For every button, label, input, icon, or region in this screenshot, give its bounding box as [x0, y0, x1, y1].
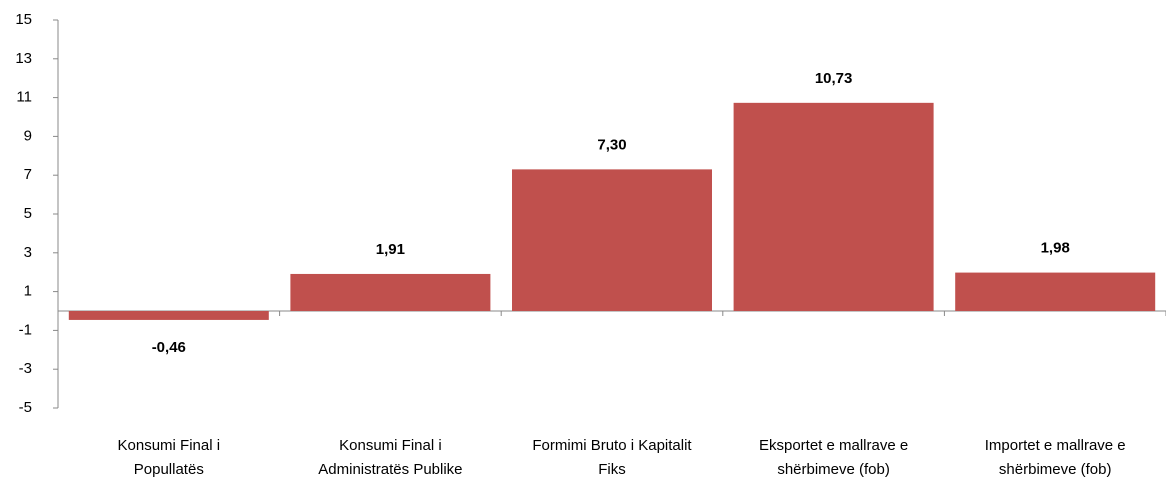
y-tick-label: -3: [19, 360, 32, 377]
y-tick-label: -1: [19, 321, 32, 338]
y-tick-label: 7: [24, 166, 32, 183]
y-tick-label: 5: [24, 205, 32, 222]
bar: [68, 311, 269, 320]
value-label: 1,91: [376, 241, 405, 258]
x-tick-label: Importet e mallrave e shërbimeve (fob): [985, 437, 1126, 478]
y-tick-label: 15: [15, 11, 32, 28]
bar: [733, 102, 934, 311]
x-tick-label: Konsumi Final i Popullatës: [118, 437, 221, 478]
bar: [290, 273, 491, 311]
bar: [512, 169, 712, 311]
value-label: 7,30: [597, 136, 626, 153]
x-tick-label: Eksportet e mallrave e shërbimeve (fob): [759, 437, 908, 478]
value-label: -0,46: [152, 339, 186, 356]
bar: [955, 272, 1156, 311]
x-tick-label: Formimi Bruto i Kapitalit Fiks: [532, 437, 692, 478]
y-tick-label: 11: [16, 89, 32, 106]
y-tick-label: 9: [24, 127, 32, 144]
value-label: 10,73: [815, 70, 853, 87]
x-tick-label: Konsumi Final i Administratës Publike: [318, 437, 462, 478]
y-tick-label: 3: [24, 244, 32, 261]
value-label: 1,98: [1041, 240, 1070, 257]
y-tick-label: 1: [24, 283, 32, 300]
y-tick-label: -5: [19, 399, 32, 416]
y-tick-label: 13: [15, 50, 32, 67]
